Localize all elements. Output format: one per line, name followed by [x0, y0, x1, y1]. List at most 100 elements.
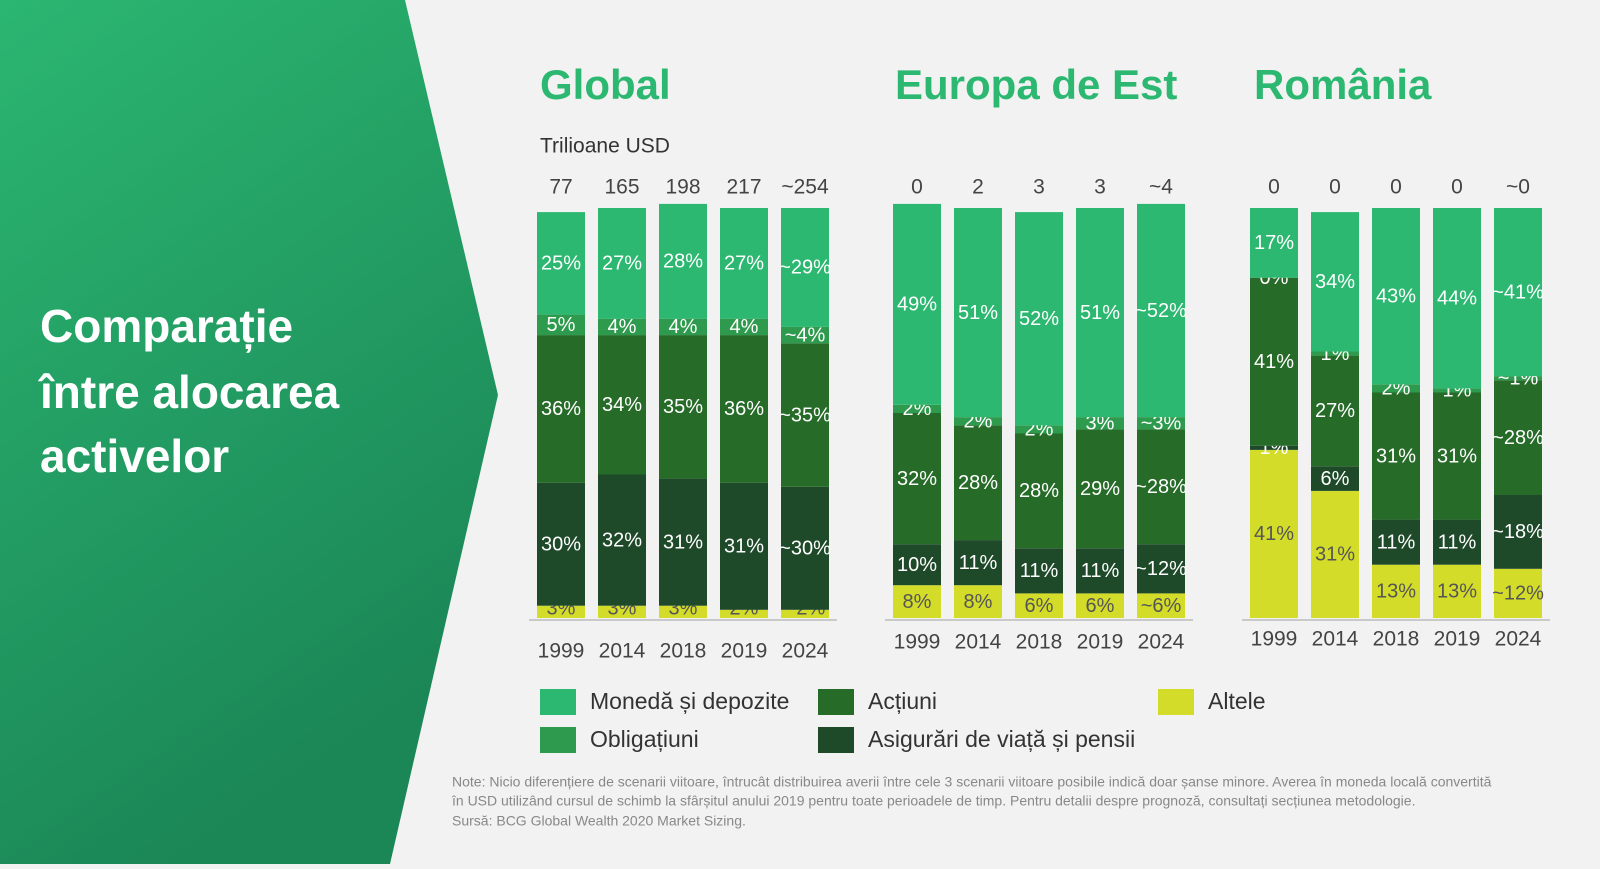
bar-segment: [659, 478, 707, 606]
legend-label: Obligațiuni: [590, 726, 699, 752]
x-tick-label: 1999: [1251, 628, 1298, 651]
bar-segment: [537, 482, 585, 606]
total-label: 217: [726, 176, 761, 199]
value-label: 11%: [1438, 531, 1477, 553]
total-label: 198: [665, 176, 700, 199]
bar-segment: [781, 208, 829, 327]
note: Note: Nicio diferențiere de scenarii vii…: [452, 774, 1492, 790]
bar-segment: [659, 203, 707, 319]
bar-segment: [659, 318, 707, 336]
value-label: 51%: [1080, 302, 1120, 324]
bar-segment: [1311, 355, 1359, 467]
value-label: 32%: [602, 529, 642, 551]
bar-segment: [720, 482, 768, 610]
bar-segment: [598, 318, 646, 336]
legend-label: Asigurări de viață și pensii: [868, 726, 1135, 752]
value-label: ~3%: [1141, 413, 1182, 435]
x-tick-label: 2024: [1495, 628, 1542, 651]
bar-segment: [1433, 564, 1481, 618]
bar-segment: [1433, 392, 1481, 520]
total-label: ~0: [1506, 176, 1530, 199]
value-label: 31%: [1437, 445, 1477, 467]
value-label: 11%: [1081, 560, 1120, 582]
subtitle: Trilioane USD: [540, 135, 670, 158]
value-label: ~4%: [785, 324, 826, 346]
legend-label: Monedă și depozite: [590, 688, 789, 714]
bar-segment: [1494, 376, 1542, 381]
value-label: 8%: [903, 591, 932, 613]
value-label: 11%: [959, 552, 998, 574]
bar-segment: [1494, 568, 1542, 618]
bar-segment: [1250, 208, 1298, 278]
bar-segment: [954, 540, 1002, 586]
value-label: ~18%: [1492, 521, 1544, 543]
value-label: 30%: [541, 533, 581, 555]
value-label: 28%: [1019, 480, 1059, 502]
value-label: 41%: [1254, 523, 1294, 545]
note: Sursă: BCG Global Wealth 2020 Market Siz…: [452, 813, 746, 829]
value-label: 4%: [669, 316, 698, 338]
bar-segment: [1372, 384, 1420, 393]
total-label: 0: [1329, 176, 1341, 199]
bar-segment: [537, 212, 585, 315]
bar-segment: [659, 605, 707, 618]
bar-segment: [954, 417, 1002, 426]
bar-segment: [537, 335, 585, 483]
bar-segment: [1433, 519, 1481, 565]
bar-segment: [598, 335, 646, 475]
bar-segment: [781, 343, 829, 487]
value-label: 36%: [724, 398, 764, 420]
value-label: 31%: [663, 531, 703, 553]
bar-segment: [1311, 351, 1359, 356]
bar-segment: [1372, 208, 1420, 385]
value-label: 28%: [958, 472, 998, 494]
value-label: 4%: [730, 316, 759, 338]
legend-swatch: [818, 727, 854, 753]
total-label: 165: [604, 176, 639, 199]
bar-segment: [1311, 490, 1359, 618]
legend-label: Acțiuni: [868, 688, 937, 714]
value-label: 11%: [1377, 531, 1416, 553]
value-label: 11%: [1020, 560, 1059, 582]
x-tick-label: 2019: [721, 640, 768, 663]
x-tick-label: 2024: [1138, 631, 1185, 654]
bar-segment: [1250, 449, 1298, 618]
bar-segment: [1250, 277, 1298, 446]
value-label: 43%: [1376, 285, 1416, 307]
bar-segment: [537, 605, 585, 618]
x-tick-label: 2018: [1016, 631, 1063, 654]
bar-segment: [720, 208, 768, 319]
bar-segment: [1137, 203, 1185, 418]
bar-segment: [1076, 417, 1124, 430]
value-label: 35%: [663, 396, 703, 418]
bar-segment: [893, 203, 941, 405]
bar-segment: [954, 425, 1002, 541]
bar-segment: [720, 609, 768, 618]
bar-segment: [1076, 208, 1124, 418]
value-label: 4%: [608, 316, 637, 338]
total-label: 3: [1094, 176, 1106, 199]
value-label: 25%: [541, 253, 581, 275]
value-label: ~52%: [1135, 300, 1187, 322]
chart-title: România: [1254, 61, 1432, 108]
bar-segment: [1311, 212, 1359, 352]
x-tick-label: 1999: [538, 640, 585, 663]
note: în USD utilizând cursul de schimb la sfâ…: [451, 793, 1415, 809]
total-label: 0: [1451, 176, 1463, 199]
x-tick-label: 1999: [894, 631, 941, 654]
bar-segment: [954, 208, 1002, 418]
value-label: 10%: [897, 554, 937, 576]
total-label: 0: [911, 176, 923, 199]
total-label: 2: [972, 176, 984, 199]
total-label: 0: [1268, 176, 1280, 199]
bar-segment: [1076, 593, 1124, 618]
bar-segment: [781, 486, 829, 610]
value-label: 3%: [1086, 413, 1115, 435]
bar-segment: [1015, 433, 1063, 549]
bar-segment: [1494, 380, 1542, 495]
value-label: ~29%: [779, 257, 831, 279]
value-label: 52%: [1019, 308, 1059, 330]
total-label: 3: [1033, 176, 1045, 199]
value-label: ~28%: [1135, 476, 1187, 498]
legend-swatch: [540, 689, 576, 715]
